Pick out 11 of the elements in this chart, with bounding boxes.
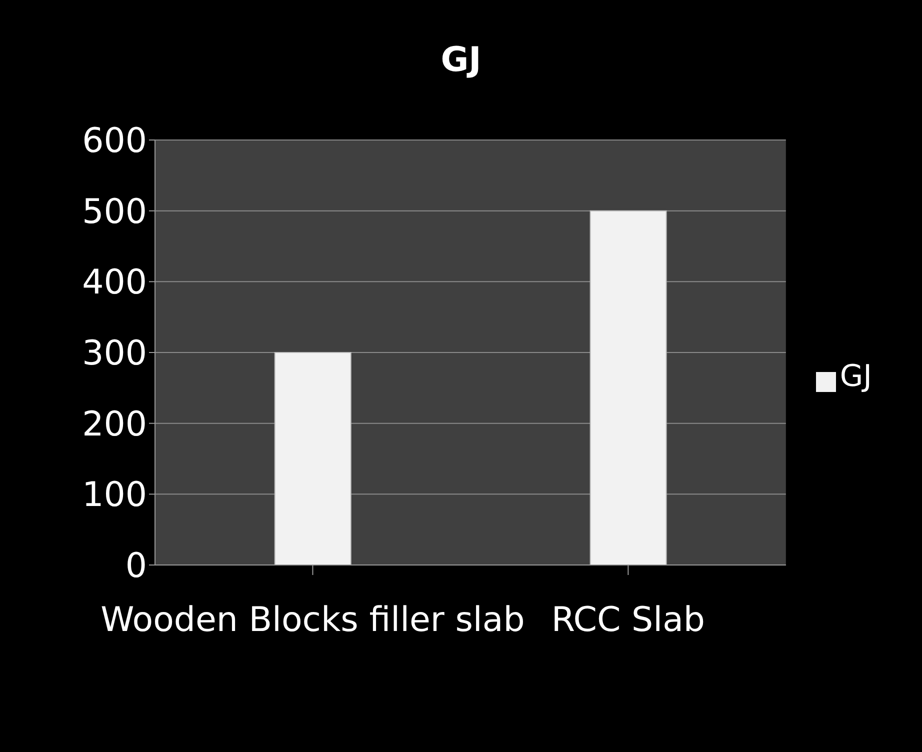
x-tick-label: Wooden Blocks filler slab bbox=[100, 600, 525, 640]
y-tick-label: 500 bbox=[82, 192, 147, 232]
y-tick-label: 600 bbox=[82, 121, 147, 162]
legend-label: GJ bbox=[840, 358, 872, 394]
y-tick-label: 0 bbox=[125, 546, 147, 586]
y-tick-label: 100 bbox=[82, 475, 147, 516]
y-tick-label: 200 bbox=[82, 404, 147, 444]
chart-title: GJ bbox=[440, 40, 482, 80]
y-tick-label: 400 bbox=[82, 262, 147, 303]
x-tick-label: RCC Slab bbox=[551, 600, 706, 640]
y-tick-label: 300 bbox=[82, 334, 147, 374]
